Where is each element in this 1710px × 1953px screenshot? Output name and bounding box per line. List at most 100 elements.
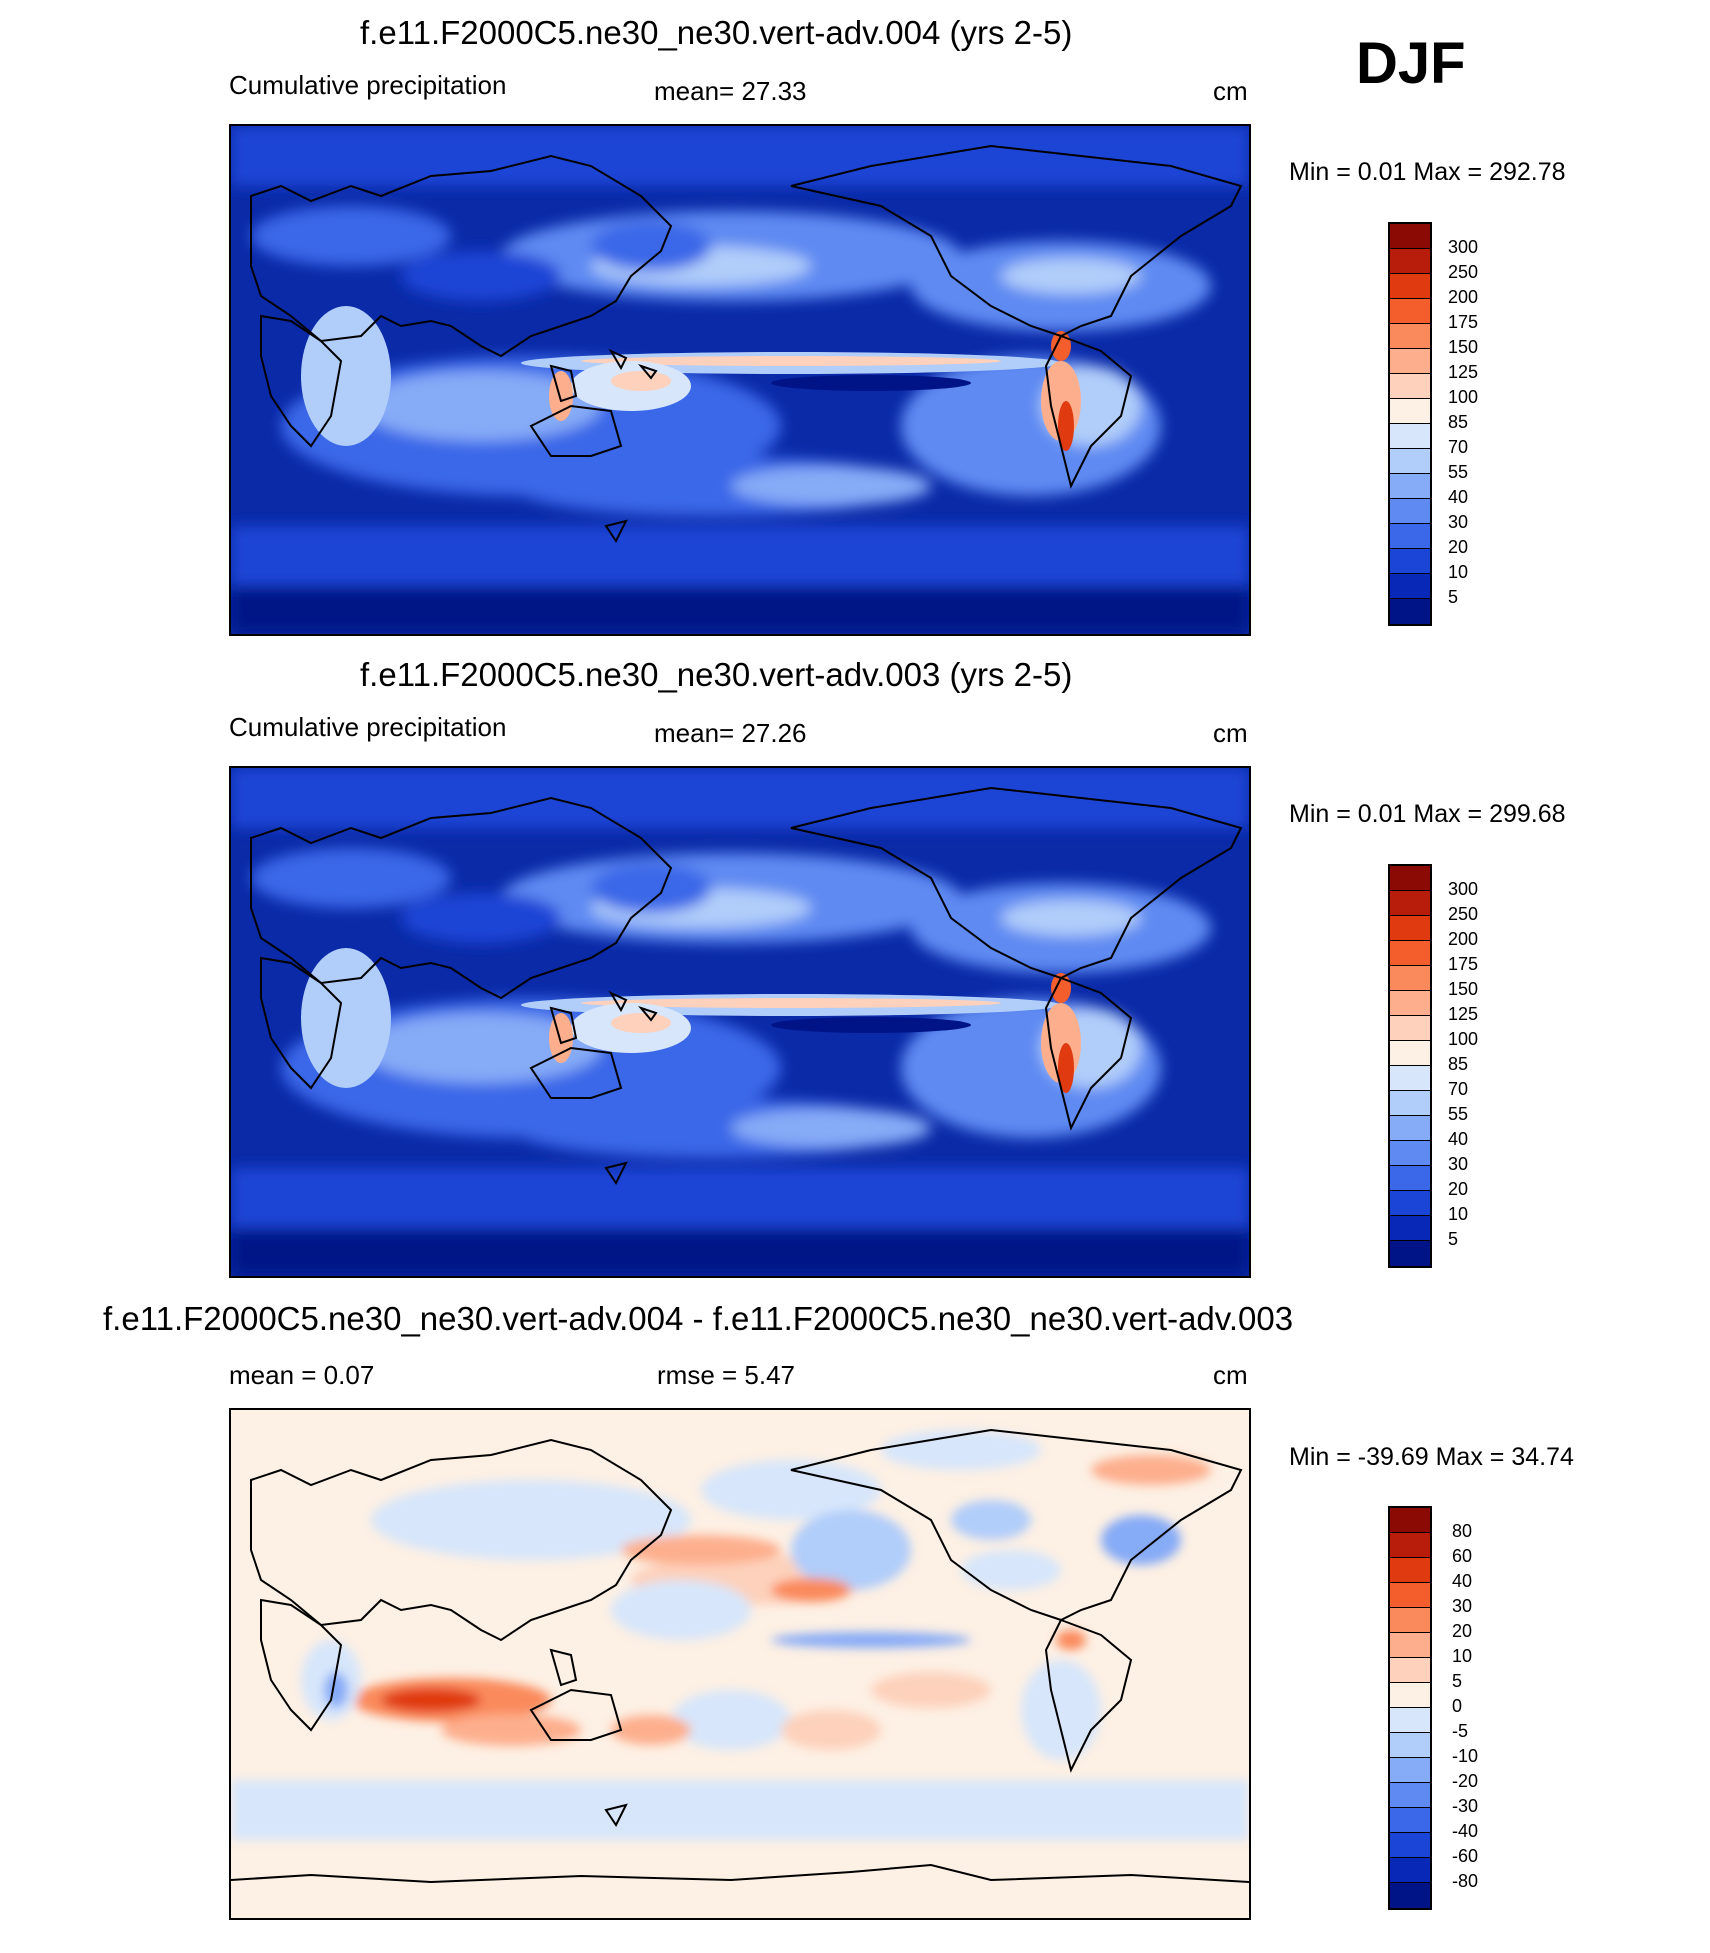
colorbar-label: 80 [1452,1521,1473,1541]
colorbar-label: 175 [1448,312,1479,332]
panel-3-minmax: Min = -39.69 Max = 34.74 [1289,1443,1574,1471]
colorbar-label: 150 [1448,337,1479,357]
panel-2-colorbar [1388,864,1432,1268]
colorbar-box [1390,1066,1430,1091]
colorbar-label: 30 [1448,512,1469,532]
colorbar-label: -10 [1452,1746,1479,1766]
colorbar-label: -60 [1452,1846,1479,1866]
colorbar-box [1390,1016,1430,1041]
colorbar-label: 85 [1448,1054,1469,1074]
colorbar-label: 125 [1448,362,1479,382]
panel-2-precip-field [231,768,1249,1276]
colorbar-box [1390,299,1430,324]
colorbar-label: 250 [1448,262,1479,282]
colorbar-label: 85 [1448,412,1469,432]
panel-2-minmax: Min = 0.01 Max = 299.68 [1289,800,1566,828]
colorbar-box [1390,1241,1430,1266]
colorbar-label: 5 [1448,1229,1459,1249]
colorbar-box [1390,1216,1430,1241]
colorbar-box [1390,991,1430,1016]
panel-1-mean: mean= 27.33 [654,76,807,106]
colorbar-box [1390,1758,1430,1783]
colorbar-box [1390,1708,1430,1733]
colorbar-box [1390,474,1430,499]
colorbar-box [1390,891,1430,916]
colorbar-box [1390,1783,1430,1808]
colorbar-box [1390,1608,1430,1633]
colorbar-box [1390,324,1430,349]
panel-1-map [229,124,1251,636]
colorbar-box [1390,374,1430,399]
colorbar-box [1390,249,1430,274]
colorbar-box [1390,1883,1430,1908]
panel-1-precip-field [231,126,1249,634]
panel-1-units: cm [1213,76,1248,106]
colorbar-label: 10 [1448,1204,1469,1224]
panel-2-map [229,766,1251,1278]
panel-1-colorbar [1388,222,1432,626]
colorbar-label: 20 [1448,537,1469,557]
panel-3-units: cm [1213,1360,1248,1390]
panel-3-colorbar [1388,1506,1432,1910]
colorbar-box [1390,1733,1430,1758]
panel-2-coastlines [250,786,1243,1185]
colorbar-label: 100 [1448,387,1479,407]
colorbar-label: 300 [1448,237,1479,257]
colorbar-label: 200 [1448,287,1479,307]
colorbar-box [1390,941,1430,966]
colorbar-box [1390,399,1430,424]
colorbar-box [1390,1041,1430,1066]
colorbar-label: -40 [1452,1821,1479,1841]
colorbar-label: 175 [1448,954,1479,974]
colorbar-box [1390,1833,1430,1858]
colorbar-box [1390,1091,1430,1116]
colorbar-box [1390,449,1430,474]
colorbar-box [1390,1508,1430,1533]
colorbar-box [1390,349,1430,374]
panel-3-map [229,1408,1251,1920]
colorbar-label: 125 [1448,1004,1479,1024]
panel-3-coastlines [231,1428,1249,1884]
colorbar-label: 70 [1448,1079,1469,1099]
panel-2-units: cm [1213,718,1248,748]
season-label: DJF [1356,31,1466,96]
colorbar-label: 300 [1448,879,1479,899]
colorbar-label: 70 [1448,437,1469,457]
panel-1-title: f.e11.F2000C5.ne30_ne30.vert-adv.004 (yr… [360,14,1073,51]
colorbar-label: 10 [1448,562,1469,582]
colorbar-label: 250 [1448,904,1479,924]
colorbar-label: 40 [1448,487,1469,507]
panel-3-title: f.e11.F2000C5.ne30_ne30.vert-adv.004 - f… [103,1300,1294,1337]
colorbar-label: 55 [1448,1104,1469,1124]
colorbar-label: 10 [1452,1646,1473,1666]
panel-2-mean: mean= 27.26 [654,718,807,748]
colorbar-label: 55 [1448,462,1469,482]
colorbar-box [1390,1658,1430,1683]
panel-3-rmse: rmse = 5.47 [657,1360,796,1390]
colorbar-box [1390,866,1430,891]
panel-1-coastlines [250,144,1243,543]
panel-3-mean: mean = 0.07 [229,1360,375,1390]
panel-3-difference-field [231,1410,1249,1918]
colorbar-box [1390,524,1430,549]
colorbar-box [1390,1141,1430,1166]
colorbar-label: 20 [1448,1179,1469,1199]
colorbar-box [1390,274,1430,299]
colorbar-label: 20 [1452,1621,1473,1641]
colorbar-label: 30 [1448,1154,1469,1174]
panel-1-minmax: Min = 0.01 Max = 292.78 [1289,158,1566,186]
panel-1-left-text: Cumulative precipitation [229,70,507,100]
colorbar-label: 200 [1448,929,1479,949]
colorbar-box [1390,966,1430,991]
colorbar-label: 5 [1452,1671,1463,1691]
colorbar-box [1390,1858,1430,1883]
colorbar-box [1390,224,1430,249]
colorbar-label: 40 [1448,1129,1469,1149]
colorbar-box [1390,549,1430,574]
panel-2-title: f.e11.F2000C5.ne30_ne30.vert-adv.003 (yr… [360,656,1073,693]
colorbar-label: 30 [1452,1596,1473,1616]
colorbar-label: 60 [1452,1546,1473,1566]
colorbar-box [1390,1558,1430,1583]
colorbar-box [1390,1633,1430,1658]
colorbar-label: 100 [1448,1029,1479,1049]
